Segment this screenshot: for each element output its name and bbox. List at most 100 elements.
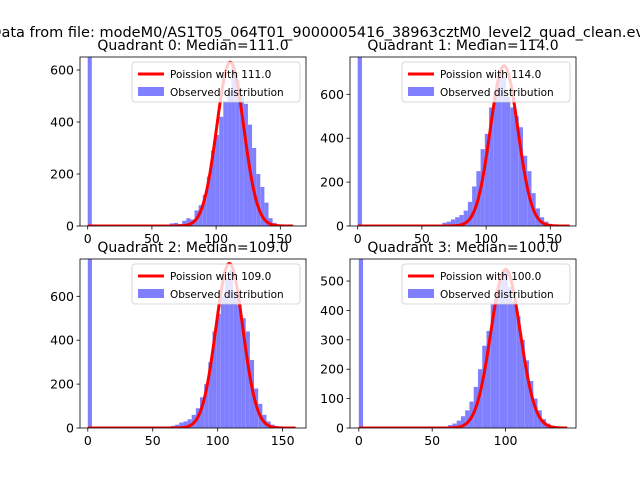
- histogram-bar: [494, 289, 500, 428]
- histogram-bar: [212, 331, 217, 428]
- histogram-bar: [87, 57, 92, 226]
- histogram-bar: [186, 218, 191, 226]
- histogram-bar: [235, 80, 240, 226]
- histogram-bar: [467, 201, 473, 226]
- histogram-bar: [501, 76, 507, 226]
- histogram-bar: [357, 57, 362, 226]
- histogram-bar: [268, 218, 273, 226]
- histogram-bar: [493, 94, 498, 226]
- histogram-bar: [245, 331, 250, 428]
- legend: Poission with 109.0 Observed distribution: [131, 263, 301, 305]
- subplot-2: 0 50 100 150 0 200 400 600 Quadrant 2: Median=10…: [50, 240, 307, 448]
- legend: Poission with 114.0 Observed distribution: [401, 61, 571, 103]
- histogram-bar: [489, 107, 494, 226]
- histogram-bar: [442, 222, 447, 226]
- y-tick-label: 0: [336, 421, 344, 436]
- x-tick-label: 0: [84, 231, 92, 246]
- histogram-bar: [183, 421, 188, 428]
- histogram-bar: [264, 202, 269, 226]
- histogram-bar: [231, 64, 236, 226]
- histogram-bar: [256, 174, 261, 226]
- x-tick-label: 100: [494, 433, 518, 448]
- y-tick-label: 400: [50, 115, 74, 130]
- histogram-bar: [208, 362, 213, 428]
- histogram-bar: [516, 316, 521, 428]
- plot-area: [86, 57, 295, 226]
- histogram-bar: [497, 72, 502, 226]
- histogram-bar: [450, 219, 456, 226]
- histogram-bar: [229, 269, 234, 428]
- histogram-bar: [87, 259, 92, 428]
- legend-box: [131, 263, 301, 305]
- histogram-bar: [459, 215, 464, 226]
- histogram-bar: [490, 304, 495, 428]
- x-tick-label: 50: [414, 231, 430, 246]
- histogram-bar: [175, 424, 180, 428]
- histogram-bar: [182, 220, 187, 226]
- y-tick-label: 600: [50, 289, 74, 304]
- axes-frame: [349, 258, 577, 429]
- histogram-bar: [463, 210, 468, 226]
- histogram-bar: [215, 135, 220, 226]
- subplot-title: Quadrant 3: Median=100.0: [367, 240, 558, 256]
- x-tick-label: 100: [474, 231, 498, 246]
- subplot-3: 0 50 100 0 100 200 300 400 500 Quadrant 3: Median…: [320, 240, 577, 448]
- x-tick-label: 50: [144, 231, 160, 246]
- legend-label-hist: Observed distribution: [170, 289, 284, 301]
- histogram-bar: [219, 116, 224, 226]
- x-tick-label: 150: [271, 433, 295, 448]
- histogram-bar: [243, 103, 248, 226]
- poisson-fit-line: [358, 267, 568, 428]
- subplot-0: 0 50 100 150 0 200 400 600 Quadrant 0: Median=11…: [50, 38, 307, 246]
- histogram-bar: [460, 416, 466, 428]
- legend-label-fit: Poission with 109.0: [170, 271, 271, 283]
- legend: Poission with 100.0 Observed distribution: [401, 263, 571, 305]
- histogram-bar: [522, 155, 528, 226]
- histogram-bar: [480, 149, 485, 226]
- histogram-bar: [358, 259, 364, 428]
- histogram-bar: [187, 419, 192, 428]
- histogram-bar: [512, 301, 517, 428]
- histogram-bar: [455, 217, 460, 226]
- histogram-bar: [503, 269, 508, 428]
- figure-suptitle: Data from file: modeM0/AS1T05_064T01_900…: [0, 25, 640, 41]
- x-tick-label: 100: [206, 433, 230, 448]
- histogram-bar: [224, 278, 230, 428]
- histogram-bar: [179, 422, 184, 428]
- y-tick-label: 300: [320, 332, 344, 347]
- y-tick-label: 0: [66, 421, 74, 436]
- plot-area: [358, 259, 568, 428]
- y-tick-label: 600: [50, 63, 74, 78]
- histogram-bar: [514, 116, 519, 226]
- x-tick-label: 50: [145, 433, 161, 448]
- y-tick-label: 200: [50, 167, 74, 182]
- poisson-fit-line: [356, 64, 571, 226]
- histogram-bar: [472, 186, 477, 226]
- y-tick-label: 500: [320, 274, 344, 289]
- histogram-bar: [216, 313, 221, 428]
- legend-label-hist: Observed distribution: [440, 87, 554, 99]
- subplot-title: Quadrant 0: Median=111.0: [97, 38, 288, 54]
- plot-area: [356, 57, 571, 226]
- x-tick-label: 0: [354, 231, 362, 246]
- y-tick-label: 200: [320, 175, 344, 190]
- x-tick-label: 50: [424, 433, 440, 448]
- histogram-bar: [233, 291, 238, 428]
- legend-patch-swatch: [138, 289, 164, 298]
- legend-box: [401, 61, 571, 103]
- histogram-bar: [452, 423, 457, 428]
- histogram-bar: [204, 384, 209, 428]
- histogram-bar: [241, 318, 246, 428]
- legend-label-hist: Observed distribution: [440, 289, 554, 301]
- histogram-bar: [506, 96, 511, 226]
- y-tick-label: 0: [336, 219, 344, 234]
- subplot-grid: 0 50 100 150 0 200 400 600 Quadrant 0: Median=11…: [50, 38, 577, 448]
- legend-patch-swatch: [408, 289, 434, 298]
- x-tick-label: 150: [268, 231, 292, 246]
- histogram-bar: [518, 127, 523, 226]
- y-tick-label: 200: [50, 377, 74, 392]
- histogram-bar: [210, 150, 216, 226]
- histogram-bar: [206, 176, 211, 226]
- histogram-bar: [223, 101, 228, 226]
